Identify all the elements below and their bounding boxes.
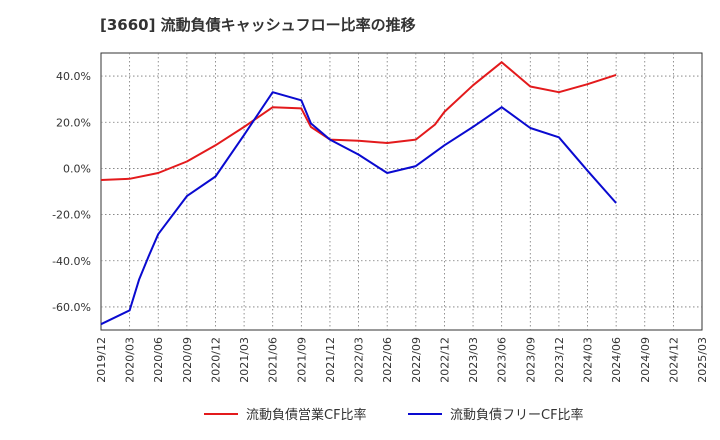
x-tick-label: 2020/03: [124, 337, 137, 383]
y-tick-label: 40.0%: [56, 70, 91, 83]
x-tick-label: 2024/09: [639, 337, 652, 383]
x-tick-label: 2024/06: [610, 337, 623, 383]
legend-label-free-cf: 流動負債フリーCF比率: [450, 408, 584, 423]
x-tick-label: 2023/06: [496, 337, 509, 383]
y-tick-label: -20.0%: [52, 209, 91, 222]
y-tick-label: -40.0%: [52, 255, 91, 268]
y-tick-label: 0.0%: [63, 162, 91, 175]
x-tick-label: 2023/12: [553, 337, 566, 383]
x-axis-ticks: 2019/12 2020/03 2020/06 2020/09 2020/12 2021/…: [95, 337, 709, 383]
x-tick-label: 2023/03: [467, 337, 480, 383]
legend-swatch-free-cf: [408, 412, 442, 415]
chart-title: [3660] 流動負債キャッシュフロー比率の推移: [100, 16, 416, 34]
legend-label-operating-cf: 流動負債営業CF比率: [246, 408, 367, 423]
x-tick-label: 2020/12: [209, 337, 222, 383]
legend: 流動負債営業CF比率 流動負債フリーCF比率: [0, 404, 720, 428]
x-tick-label: 2024/12: [667, 337, 680, 383]
x-tick-label: 2022/06: [381, 337, 394, 383]
series-line-operating-cf: [100, 61, 617, 181]
x-tick-label: 2021/12: [324, 337, 337, 383]
legend-swatch-operating-cf: [204, 412, 238, 415]
x-tick-label: 2020/09: [181, 337, 194, 383]
plot-area: [100, 52, 703, 331]
x-tick-label: 2021/09: [295, 337, 308, 383]
series-line-free-cf: [100, 91, 617, 326]
x-tick-label: 2019/12: [95, 337, 108, 383]
y-tick-label: -60.0%: [52, 301, 91, 314]
x-tick-label: 2021/03: [238, 337, 251, 383]
x-tick-label: 2025/03: [696, 337, 709, 383]
y-tick-label: 20.0%: [56, 116, 91, 129]
x-tick-label: 2022/12: [438, 337, 451, 383]
legend-item-free-cf: 流動負債フリーCF比率: [408, 404, 584, 423]
x-tick-label: 2022/09: [410, 337, 423, 383]
x-tick-label: 2022/03: [353, 337, 366, 383]
y-axis-ticks: 40.0% 20.0% 0.0% -20.0% -40.0% -60.0%: [52, 70, 91, 314]
legend-item-operating-cf: 流動負債営業CF比率: [204, 404, 367, 423]
x-tick-label: 2020/06: [152, 337, 165, 383]
x-tick-label: 2021/06: [267, 337, 280, 383]
series-lines: [100, 61, 617, 326]
x-tick-label: 2023/09: [524, 337, 537, 383]
x-tick-label: 2024/03: [582, 337, 595, 383]
grid-lines: [101, 53, 702, 330]
